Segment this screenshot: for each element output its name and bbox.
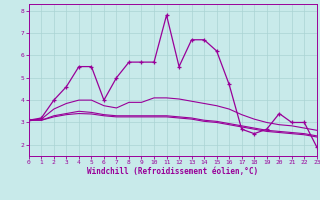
X-axis label: Windchill (Refroidissement éolien,°C): Windchill (Refroidissement éolien,°C)	[87, 167, 258, 176]
